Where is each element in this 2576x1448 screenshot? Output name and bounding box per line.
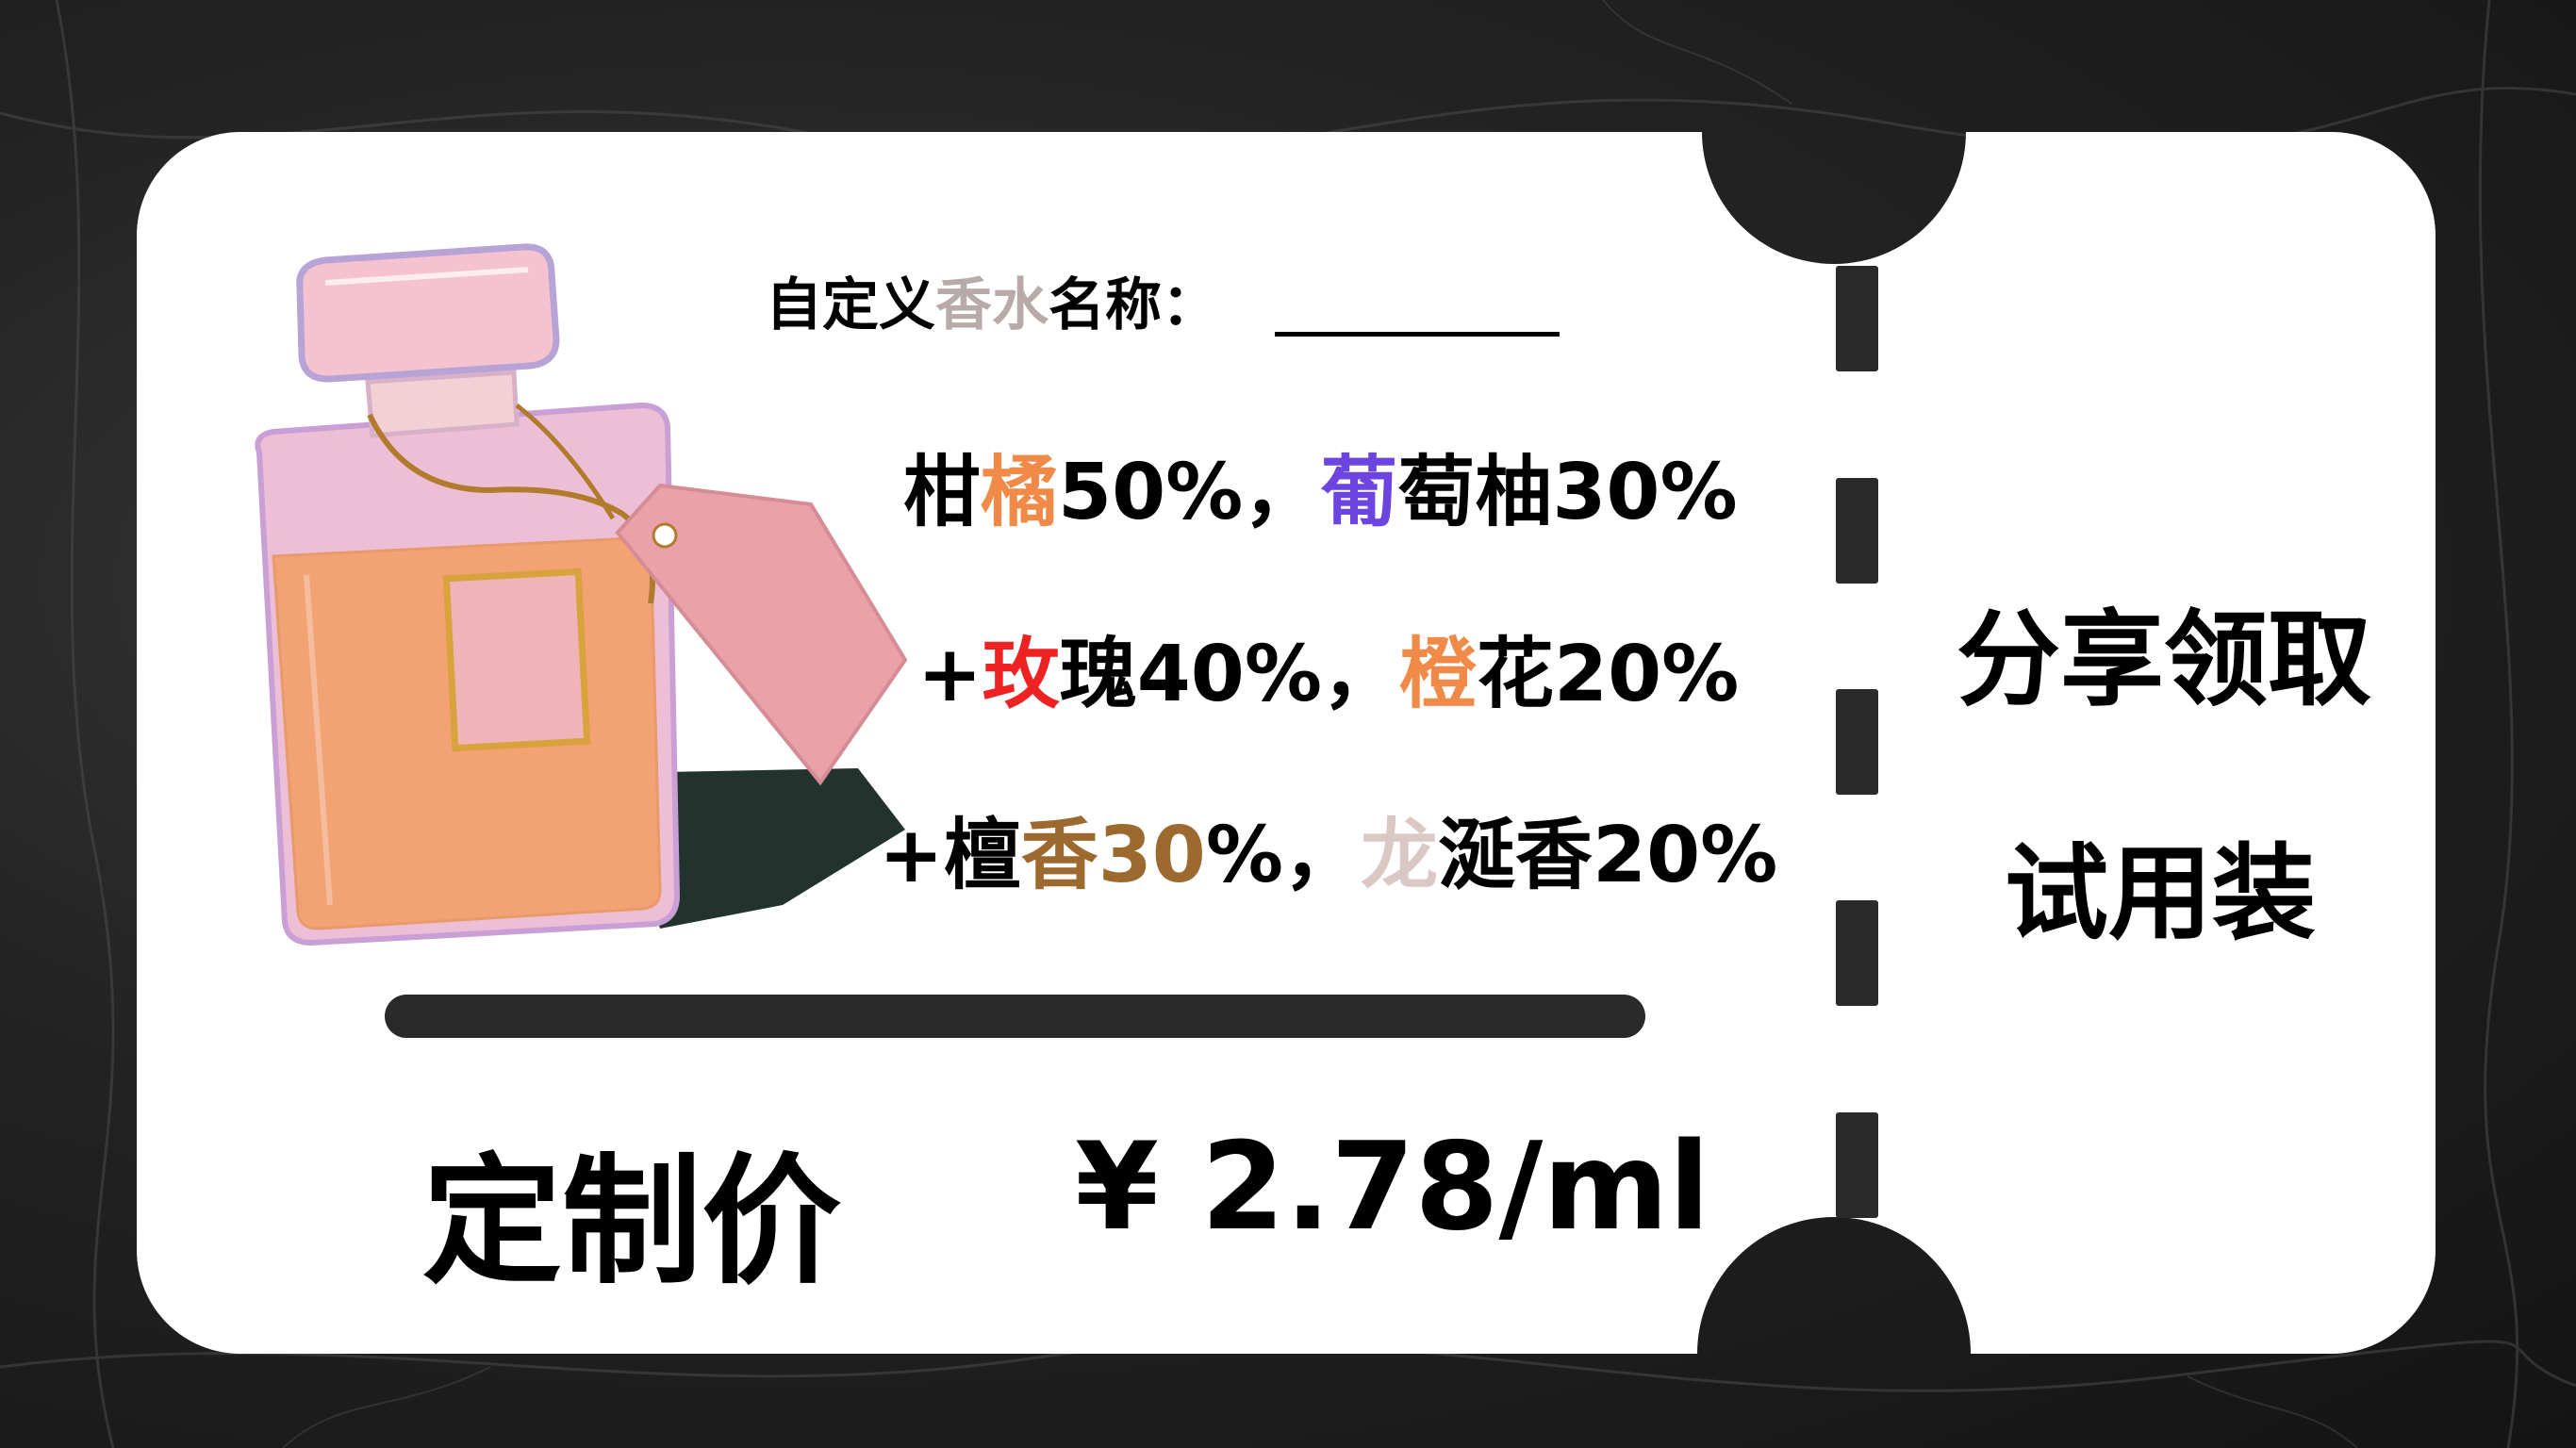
- ingredient-segment: 柑: [903, 448, 982, 537]
- price-label: 定制价: [422, 1141, 841, 1303]
- custom-name-label: 自定义香水名称：: [766, 259, 1218, 341]
- ingredient-segment: 葡: [1320, 448, 1398, 537]
- ingredient-row-1: 柑橘50%，葡萄柚30%: [903, 429, 1738, 541]
- trial-size-label: 试用装: [2005, 833, 2316, 954]
- ingredient-segment: 橙: [1399, 630, 1478, 719]
- perfume-bottle-icon: [255, 243, 908, 946]
- price-value: ¥ 2.78/ml: [1075, 1117, 1710, 1258]
- ingredient-segment: +檀: [879, 811, 1021, 900]
- ingredient-segment: %，: [1205, 811, 1362, 900]
- ingredient-segment: 50%，: [1058, 448, 1321, 537]
- ingredient-row-3: +檀香30%，龙涎香20%: [879, 792, 1777, 904]
- name-highlight: 香水: [935, 272, 1049, 338]
- ingredient-segment: 玫: [982, 630, 1060, 719]
- ingredient-segment: 花20%: [1477, 630, 1740, 719]
- name-underline-field[interactable]: [1275, 332, 1560, 337]
- ingredient-segment: 橘: [981, 448, 1059, 537]
- ingredient-segment: 香30: [1020, 811, 1206, 900]
- ingredient-segment: 涎香20%: [1438, 811, 1778, 900]
- ingredient-segment: 萄柚30%: [1397, 448, 1738, 537]
- ingredient-segment: 龙: [1361, 811, 1439, 900]
- ingredient-segment: 瑰40%，: [1059, 630, 1400, 719]
- name-prefix: 自定义: [766, 272, 935, 338]
- name-suffix: 名称：: [1049, 272, 1218, 338]
- ingredient-segment: +: [917, 630, 983, 719]
- ingredient-row-2: +玫瑰40%，橙花20%: [917, 611, 1739, 723]
- share-claim-button[interactable]: 分享领取: [1957, 600, 2371, 720]
